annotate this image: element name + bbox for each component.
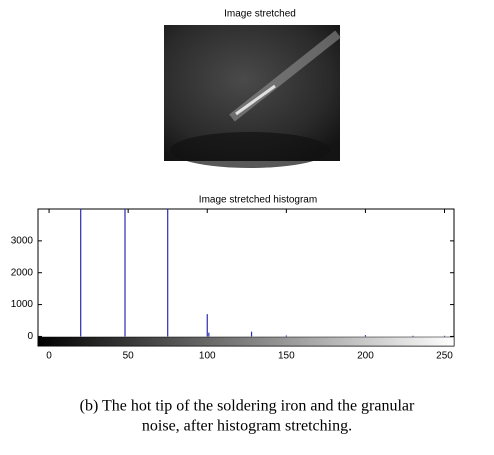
y-tick-label: 0 xyxy=(27,331,33,342)
x-tick-label: 50 xyxy=(123,351,135,362)
y-tick-label: 3000 xyxy=(11,236,34,247)
photo xyxy=(164,25,341,168)
plot xyxy=(80,209,446,337)
image-title: Image stretched xyxy=(224,9,296,20)
x-tick-label: 0 xyxy=(46,351,52,362)
x-tick-label: 150 xyxy=(278,351,295,362)
caption-line: (b) The hot tip of the soldering iron an… xyxy=(80,398,415,415)
y-tick-label: 1000 xyxy=(11,299,34,310)
x-tick-label: 200 xyxy=(357,351,374,362)
x-tick-label: 250 xyxy=(436,351,453,362)
y-tick-label: 2000 xyxy=(11,267,34,278)
chart-title: Image stretched histogram xyxy=(199,195,317,206)
plot-area xyxy=(37,208,455,347)
caption-line: noise, after histogram stretching. xyxy=(142,418,352,435)
x-tick-label: 100 xyxy=(199,351,216,362)
colorbar xyxy=(37,336,455,347)
